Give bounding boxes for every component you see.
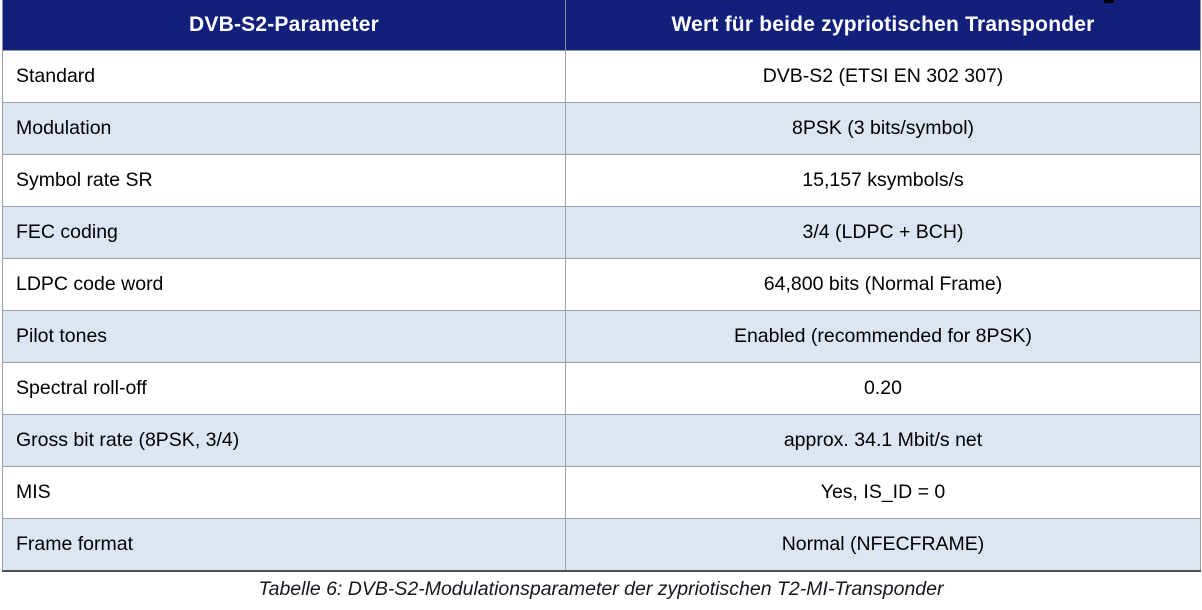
param-cell: Spectral roll-off xyxy=(2,362,566,415)
table-row: Spectral roll-off 0.20 xyxy=(2,362,1201,415)
table-body: Standard DVB-S2 (ETSI EN 302 307) Modula… xyxy=(2,50,1201,572)
table-row: Standard DVB-S2 (ETSI EN 302 307) xyxy=(2,50,1201,103)
table-header-row: DVB-S2-Parameter Wert für beide zyprioti… xyxy=(2,0,1201,51)
param-cell: Pilot tones xyxy=(2,310,566,363)
cropped-text-artifact xyxy=(1104,0,1114,3)
value-cell: Enabled (recommended for 8PSK) xyxy=(565,310,1201,363)
table-row: Modulation 8PSK (3 bits/symbol) xyxy=(2,102,1201,155)
value-cell: Normal (NFECFRAME) xyxy=(565,518,1201,572)
param-cell: Symbol rate SR xyxy=(2,154,566,207)
table-row: LDPC code word 64,800 bits (Normal Frame… xyxy=(2,258,1201,311)
param-cell: MIS xyxy=(2,466,566,519)
value-cell: 15,157 ksymbols/s xyxy=(565,154,1201,207)
param-cell: Gross bit rate (8PSK, 3/4) xyxy=(2,414,566,467)
table-row: FEC coding 3/4 (LDPC + BCH) xyxy=(2,206,1201,259)
dvb-s2-parameter-table: DVB-S2-Parameter Wert für beide zyprioti… xyxy=(2,0,1201,572)
value-cell: approx. 34.1 Mbit/s net xyxy=(565,414,1201,467)
value-cell: 64,800 bits (Normal Frame) xyxy=(565,258,1201,311)
table-row: MIS Yes, IS_ID = 0 xyxy=(2,466,1201,519)
value-cell: Yes, IS_ID = 0 xyxy=(565,466,1201,519)
column-header-value: Wert für beide zypriotischen Transponder xyxy=(565,0,1201,51)
param-cell: Standard xyxy=(2,50,566,103)
value-cell: 0.20 xyxy=(565,362,1201,415)
table-row: Gross bit rate (8PSK, 3/4) approx. 34.1 … xyxy=(2,414,1201,467)
param-cell: Frame format xyxy=(2,518,566,572)
param-cell: LDPC code word xyxy=(2,258,566,311)
table-row: Symbol rate SR 15,157 ksymbols/s xyxy=(2,154,1201,207)
param-cell: Modulation xyxy=(2,102,566,155)
value-cell: 8PSK (3 bits/symbol) xyxy=(565,102,1201,155)
table-caption: Tabelle 6: DVB-S2-Modulationsparameter d… xyxy=(258,578,944,600)
table-row: Frame format Normal (NFECFRAME) xyxy=(2,518,1201,572)
value-cell: 3/4 (LDPC + BCH) xyxy=(565,206,1201,259)
table-row: Pilot tones Enabled (recommended for 8PS… xyxy=(2,310,1201,363)
column-header-parameter: DVB-S2-Parameter xyxy=(2,0,566,51)
value-cell: DVB-S2 (ETSI EN 302 307) xyxy=(565,50,1201,103)
param-cell: FEC coding xyxy=(2,206,566,259)
